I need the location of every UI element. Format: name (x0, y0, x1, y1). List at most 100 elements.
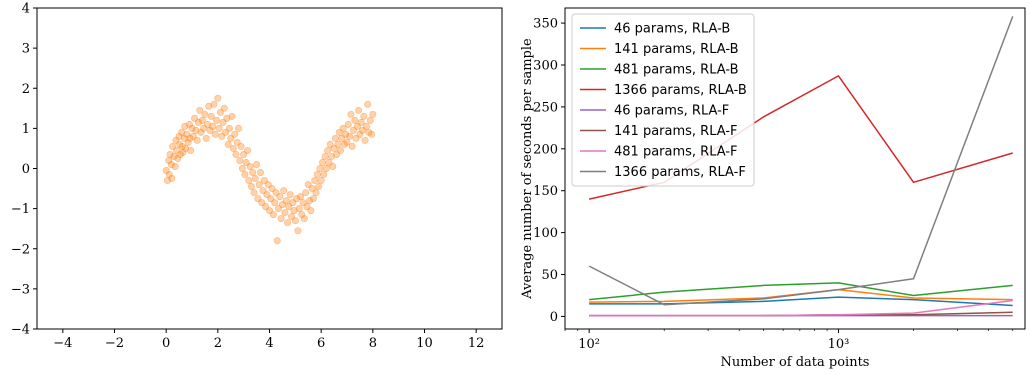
scatter-point (294, 227, 302, 235)
scatter-point (181, 122, 189, 130)
scatter-point (183, 130, 191, 138)
x-tick-label: 10² (578, 337, 600, 352)
scatter-point (360, 112, 368, 120)
scatter-point (214, 94, 222, 102)
scatter-point (269, 211, 277, 219)
scatter-point (351, 116, 359, 124)
scatter-point (334, 140, 342, 148)
scatter-point (273, 237, 281, 245)
scatter-point (231, 130, 239, 138)
scatter-x-axis: −4 −2 0 2 4 6 8 10 12 (53, 329, 484, 351)
series-line (588, 16, 1014, 306)
y-tick-label: 200 (533, 142, 558, 157)
x-tick-label: 10 (416, 336, 433, 351)
y-tick-label: 4 (22, 2, 30, 17)
scatter-point (304, 181, 312, 189)
scatter-point (188, 124, 196, 132)
scatter-point (205, 102, 213, 110)
scatter-point (222, 128, 230, 136)
scatter-point (271, 199, 279, 207)
y-tick-label: −2 (11, 242, 30, 257)
y-tick-label: −3 (11, 282, 30, 297)
scatter-point (300, 215, 308, 223)
scatter-point (192, 126, 200, 134)
scatter-point (244, 146, 252, 154)
scatter-axes-frame (36, 7, 503, 330)
scatter-point (296, 193, 304, 201)
scatter-point (316, 165, 324, 173)
scatter-y-axis: −4 −3 −2 −1 0 1 2 3 4 (11, 2, 37, 338)
scatter-point (272, 189, 280, 197)
scatter-point (325, 158, 333, 166)
scatter-point (291, 217, 299, 225)
scatter-point (179, 148, 187, 156)
scatter-point (228, 112, 236, 120)
scatter-point (358, 126, 366, 134)
scatter-points (162, 94, 377, 245)
scatter-point (275, 205, 283, 213)
scatter-point (361, 136, 369, 144)
scatter-point (299, 199, 307, 207)
legend-label: 481 params, RLA-F (614, 145, 738, 160)
scatter-point (311, 177, 319, 185)
scatter-point (215, 124, 223, 132)
y-tick-label: 3 (22, 42, 30, 57)
scatter-point (277, 215, 285, 223)
scatter-point (287, 213, 295, 221)
y-tick-label: −1 (11, 202, 30, 217)
scatter-point (262, 203, 270, 211)
scatter-point (173, 146, 181, 154)
scatter-point (352, 134, 360, 142)
scatter-point (189, 132, 197, 140)
scatter-point (324, 146, 332, 154)
scatter-point (165, 171, 173, 179)
scatter-point (290, 207, 298, 215)
scatter-point (369, 110, 377, 118)
legend-label: 46 params, RLA-B (614, 22, 730, 37)
scatter-point (220, 104, 228, 112)
line-x-axis: 10² 10³ (564, 329, 1014, 352)
scatter-point (276, 193, 284, 201)
scatter-point (240, 150, 248, 158)
legend-label: 141 params, RLA-B (614, 42, 739, 57)
scatter-point (329, 162, 337, 170)
scatter-point (186, 134, 194, 142)
y-tick-label: 0 (550, 310, 558, 325)
scatter-point (227, 134, 235, 142)
scatter-point (206, 126, 214, 134)
scatter-point (169, 142, 177, 150)
scatter-point (309, 195, 317, 203)
scatter-point (315, 183, 323, 191)
scatter-point (176, 150, 184, 158)
series-line (589, 296, 1013, 307)
scatter-point (210, 100, 218, 108)
scatter-point (171, 162, 179, 170)
scatter-point (298, 211, 306, 219)
scatter-point (172, 136, 180, 144)
scatter-point (219, 118, 227, 126)
scatter-point (216, 108, 224, 116)
scatter-point (236, 156, 244, 164)
scatter-point (340, 140, 348, 148)
scatter-point (167, 160, 175, 168)
scatter-point (191, 114, 199, 122)
scatter-point (339, 124, 347, 132)
scatter-point (342, 130, 350, 138)
y-axis-label: Average number of seconds per sample (520, 38, 535, 300)
scatter-point (235, 124, 243, 132)
scatter-point (280, 187, 288, 195)
scatter-point (348, 142, 356, 150)
scatter-point (250, 189, 258, 197)
y-tick-label: 300 (533, 58, 558, 73)
scatter-point (246, 162, 254, 170)
scatter-point (180, 134, 188, 142)
scatter-point (322, 165, 330, 173)
scatter-point (335, 128, 343, 136)
scatter-point (200, 124, 208, 132)
scatter-point (165, 156, 173, 164)
scatter-point (213, 116, 221, 124)
x-tick-label: −2 (105, 336, 124, 351)
scatter-point (233, 138, 241, 146)
legend-label: 481 params, RLA-B (614, 63, 739, 78)
